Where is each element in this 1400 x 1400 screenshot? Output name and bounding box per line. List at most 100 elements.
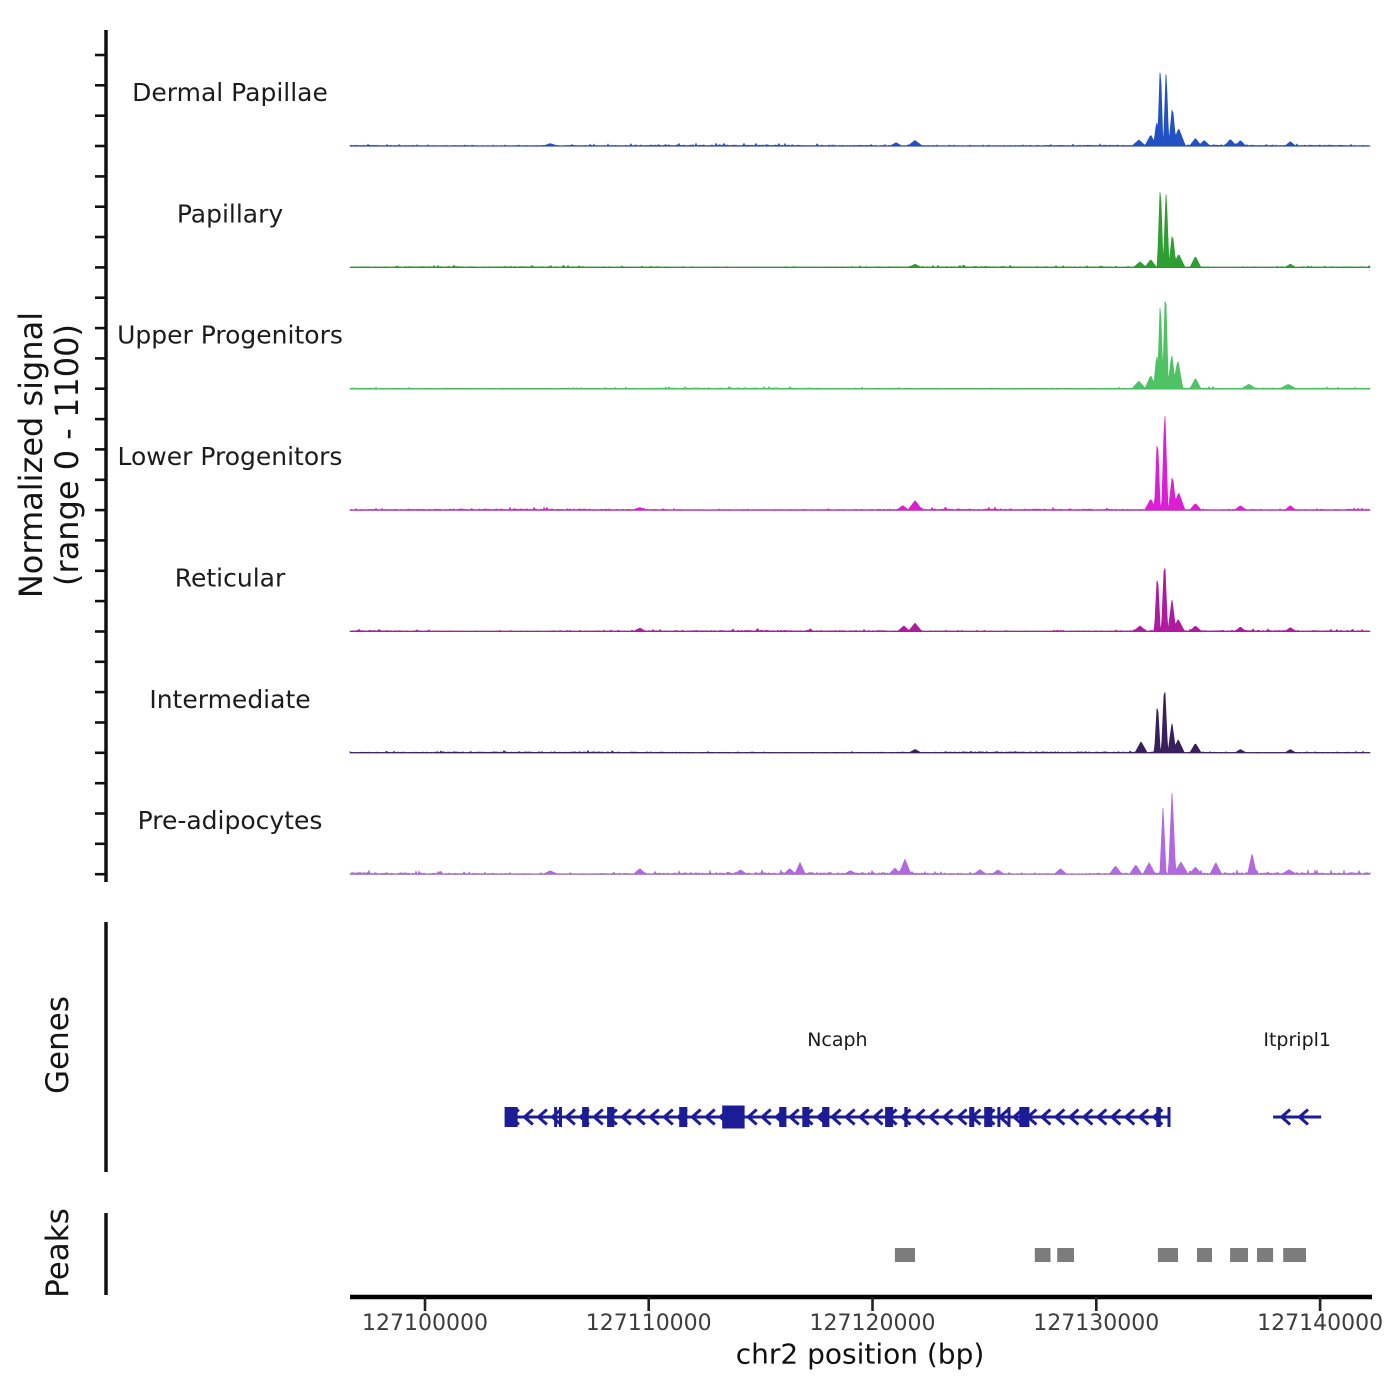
gene-exon — [1167, 1107, 1171, 1127]
gene-exon — [997, 1107, 1001, 1127]
gene-strand-arrow-icon — [1081, 1108, 1094, 1126]
gene-exon — [885, 1107, 894, 1127]
x-tick-label: 127140000 — [1257, 1311, 1383, 1336]
signal-area-lower-progenitors — [349, 416, 1371, 511]
gene-strand-arrow-icon — [787, 1108, 800, 1126]
gene-strand-arrow-icon — [536, 1108, 548, 1126]
gene-strand-arrow-icon — [927, 1108, 940, 1126]
x-tick-label: 127110000 — [586, 1311, 712, 1336]
gene-strand-arrow-icon — [1279, 1108, 1292, 1126]
signal-area-dermal-papillae — [349, 72, 1371, 147]
gene-strand-arrow-icon — [759, 1108, 772, 1126]
gene-strand-arrow-icon — [1067, 1108, 1080, 1126]
gene-strand-arrow-icon — [689, 1108, 702, 1126]
gene-strand-arrow-icon — [1297, 1108, 1309, 1126]
signal-track-dermal-papillae: Dermal Papillae — [132, 72, 1371, 147]
gene-strand-arrow-icon — [592, 1108, 604, 1126]
y-axis-label-line1: Normalized signal — [12, 311, 51, 599]
track-label-dermal-papillae: Dermal Papillae — [132, 78, 328, 107]
gene-exon — [722, 1105, 745, 1129]
gene-strand-arrow-icon — [745, 1108, 758, 1126]
gene-exon — [904, 1107, 908, 1127]
signal-track-intermediate: Intermediate — [149, 685, 1371, 754]
gene-name-ncaph: Ncaph — [807, 1029, 867, 1051]
peak-interval — [894, 1248, 915, 1262]
gene-strand-arrow-icon — [522, 1108, 534, 1126]
signal-area-upper-progenitors — [349, 301, 1371, 390]
gene-strand-arrow-icon — [1123, 1108, 1136, 1126]
track-label-papillary: Papillary — [177, 199, 284, 228]
gene-exon — [779, 1107, 787, 1127]
gene-strand-arrow-icon — [955, 1108, 968, 1126]
gene-strand-arrow-icon — [703, 1108, 716, 1126]
signal-track-papillary: Papillary — [177, 192, 1371, 269]
gene-exon — [969, 1107, 975, 1127]
gene-exon — [679, 1107, 688, 1127]
x-axis-title: chr2 position (bp) — [735, 1337, 985, 1371]
signal-area-intermediate — [349, 692, 1371, 754]
signal-area-papillary — [349, 192, 1371, 268]
gene-name-itpripl1: Itpripl1 — [1263, 1029, 1331, 1051]
peak-interval — [1157, 1248, 1178, 1262]
track-label-upper-progenitors: Upper Progenitors — [117, 321, 343, 350]
gene-strand-arrow-icon — [1137, 1108, 1150, 1126]
signal-track-lower-progenitors: Lower Progenitors — [118, 416, 1371, 511]
gene-exon — [984, 1107, 993, 1127]
gene-exon — [607, 1107, 615, 1127]
peak-interval — [1257, 1248, 1274, 1262]
signal-area-reticular — [349, 568, 1371, 632]
signal-track-reticular: Reticular — [175, 563, 1371, 633]
x-tick-label: 127130000 — [1033, 1311, 1159, 1336]
gene-exon — [559, 1107, 562, 1127]
signal-track-upper-progenitors: Upper Progenitors — [117, 301, 1371, 390]
signal-track-pre-adipocytes: Pre-adipocytes — [138, 793, 1371, 875]
x-axis: 127100000 127110000 127120000 127130000 1271… — [350, 1294, 1383, 1336]
track-label-reticular: Reticular — [175, 563, 286, 592]
gene-strand-arrow-icon — [662, 1108, 674, 1126]
signal-area-pre-adipocytes — [349, 793, 1371, 875]
gene-itpripl1: Itpripl1 — [1263, 1029, 1331, 1126]
peak-interval — [1283, 1248, 1306, 1262]
gene-exon — [822, 1107, 830, 1127]
y-axis-label: Normalized signal (range 0 - 1100) — [12, 311, 86, 599]
gene-exon — [1007, 1107, 1011, 1127]
gene-exon — [1156, 1107, 1161, 1127]
signal-y-axis — [95, 30, 108, 882]
gene-strand-arrow-icon — [564, 1108, 576, 1126]
peak-interval — [1057, 1248, 1074, 1262]
gene-strand-arrow-icon — [829, 1108, 842, 1126]
gene-strand-arrow-icon — [1095, 1108, 1108, 1126]
track-label-intermediate: Intermediate — [149, 685, 310, 714]
gene-strand-arrow-icon — [857, 1108, 870, 1126]
peak-interval — [1034, 1248, 1051, 1262]
y-axis-label-line2: (range 0 - 1100) — [48, 324, 86, 586]
genes-axis-label: Genes — [40, 996, 76, 1094]
x-tick-label: 127120000 — [810, 1311, 936, 1336]
gene-exon — [1019, 1107, 1030, 1127]
gene-strand-arrow-icon — [843, 1108, 856, 1126]
gene-exon — [504, 1107, 518, 1127]
gene-strand-arrow-icon — [1039, 1108, 1052, 1126]
gene-exon — [802, 1107, 810, 1127]
peaks-axis-label: Peaks — [40, 1208, 76, 1298]
gene-ncaph: Ncaph — [504, 1029, 1171, 1129]
peak-interval — [1197, 1248, 1212, 1262]
peak-interval — [1230, 1248, 1248, 1262]
gene-strand-arrow-icon — [620, 1108, 632, 1126]
gene-strand-arrow-icon — [1109, 1108, 1122, 1126]
gene-strand-arrow-icon — [941, 1108, 954, 1126]
gene-strand-arrow-icon — [913, 1108, 926, 1126]
track-label-pre-adipocytes: Pre-adipocytes — [138, 806, 323, 835]
gene-strand-arrow-icon — [1053, 1108, 1066, 1126]
gene-strand-arrow-icon — [634, 1108, 646, 1126]
gene-strand-arrow-icon — [871, 1108, 884, 1126]
gene-exon — [554, 1107, 558, 1127]
peaks-track — [104, 1213, 1306, 1295]
gene-strand-arrow-icon — [550, 1108, 562, 1126]
track-label-lower-progenitors: Lower Progenitors — [118, 442, 343, 471]
gene-strand-arrow-icon — [648, 1108, 660, 1126]
gene-exon — [582, 1107, 589, 1127]
x-tick-label: 127100000 — [362, 1311, 488, 1336]
